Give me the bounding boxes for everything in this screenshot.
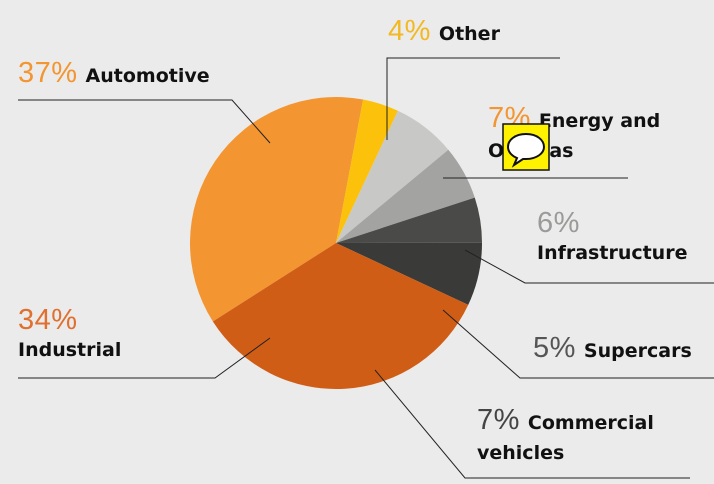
slice-label: 7% Commercial vehicles <box>477 405 682 468</box>
slice-label: 6% Infrastructure <box>537 208 714 268</box>
slice-label: 7% Energy and Oil&Gas <box>488 103 688 166</box>
leader-line <box>464 249 714 284</box>
percent-label: 37% <box>18 57 78 89</box>
pie-slice <box>336 110 449 243</box>
percent-label: 4% <box>388 15 431 47</box>
pie-slice <box>336 149 475 243</box>
category-label: Supercars <box>583 340 692 362</box>
pie-slice <box>190 97 364 322</box>
category-label: Automotive <box>85 65 210 87</box>
category-label: Industrial <box>18 339 122 361</box>
category-label: Other <box>438 23 500 45</box>
leader-line <box>18 99 271 144</box>
slice-label: 37% Automotive <box>18 58 318 91</box>
slice-label: 5% Supercars <box>533 333 714 366</box>
category-label: Commercial vehicles <box>477 412 654 464</box>
pie-slice <box>336 99 398 243</box>
slice-label: 34% Industrial <box>18 305 218 365</box>
percent-label: 6% <box>537 207 580 239</box>
slice-label: 4% Other <box>388 16 588 49</box>
leader-line <box>374 369 690 479</box>
percent-label: 7% <box>477 404 520 436</box>
percent-label: 34% <box>18 304 78 336</box>
leader-line <box>18 337 271 379</box>
pie-slice <box>336 197 482 243</box>
leader-line <box>386 57 560 140</box>
percent-label: 7% <box>488 102 531 134</box>
pie-slice <box>212 243 469 389</box>
category-label: Infrastructure <box>537 242 688 264</box>
leader-line <box>442 309 714 379</box>
percent-label: 5% <box>533 332 576 364</box>
pie-slice <box>336 242 482 305</box>
